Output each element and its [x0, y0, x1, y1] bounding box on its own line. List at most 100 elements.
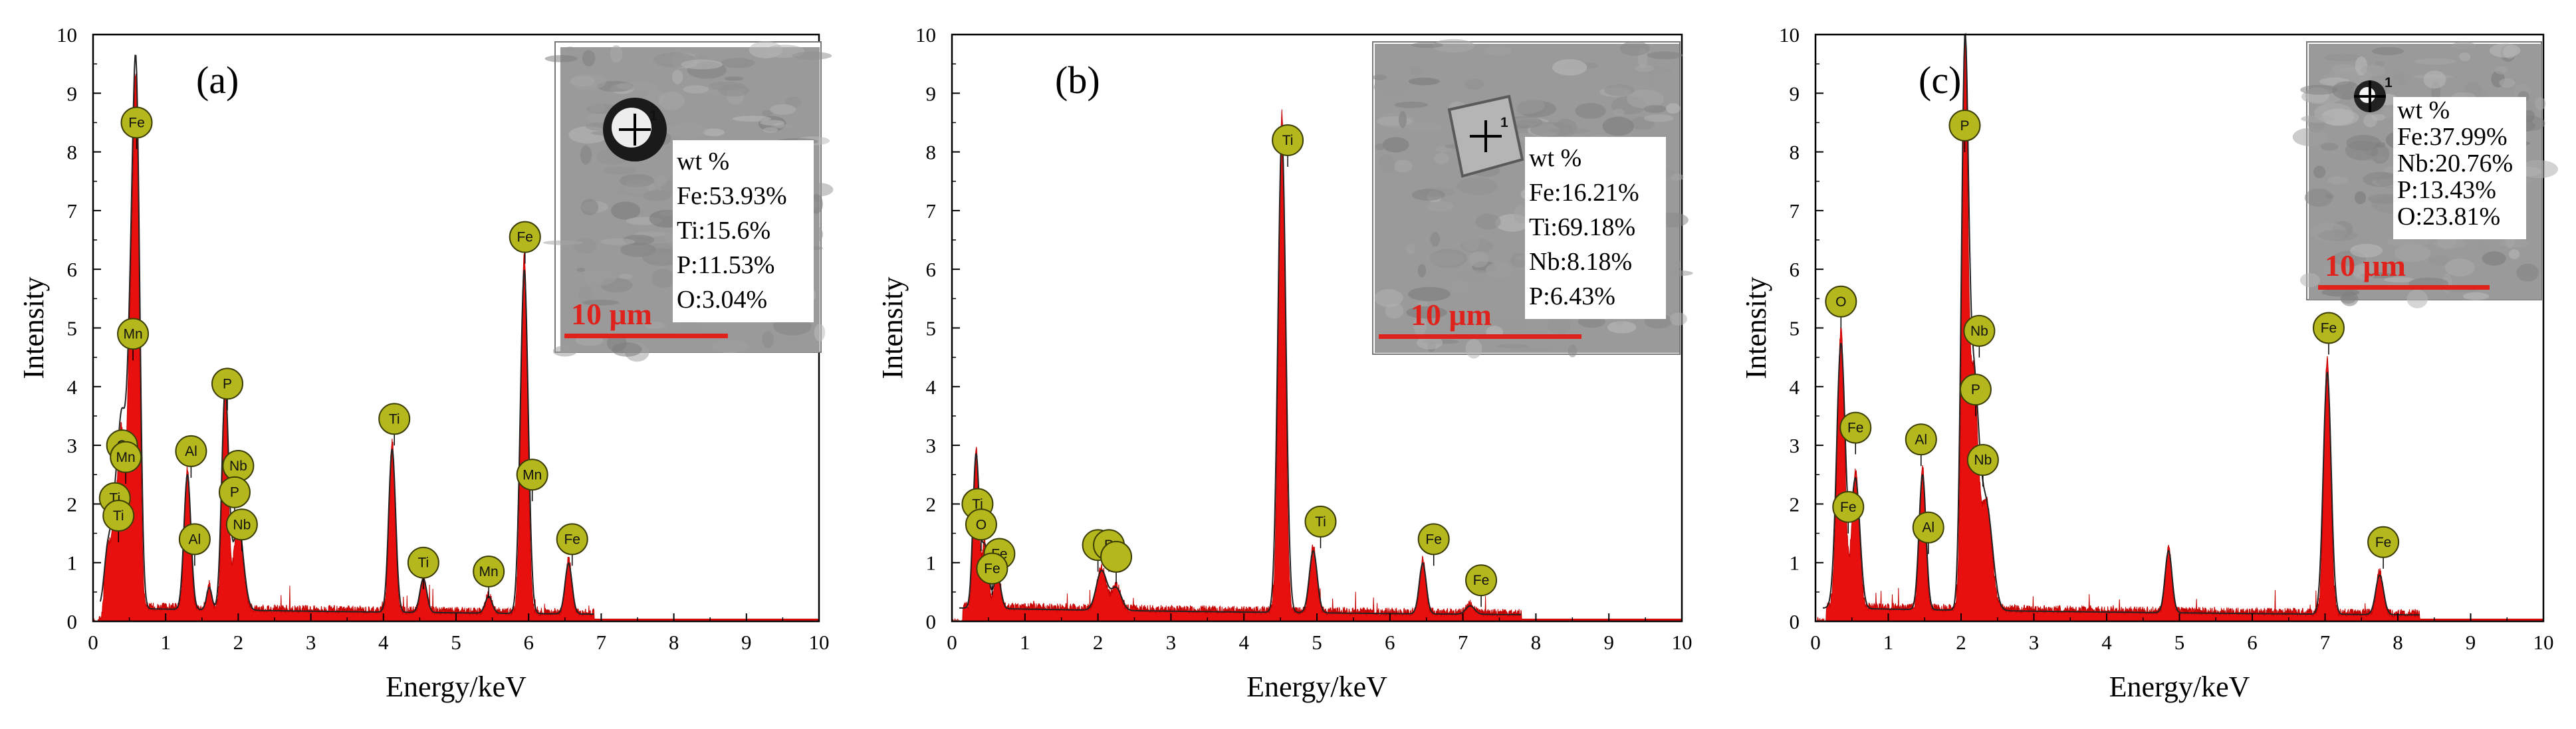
scale-bar-label: 10 μm	[2325, 249, 2406, 282]
sem-texture	[618, 273, 632, 279]
sem-texture	[724, 76, 744, 81]
badge-label: Fe	[1840, 500, 1857, 515]
sem-texture	[1373, 78, 1410, 96]
badge-circle	[175, 435, 207, 467]
x-tick-label: 0	[88, 631, 98, 654]
element-badge: Al	[1912, 511, 1944, 554]
sem-texture	[2321, 143, 2339, 151]
badge-label: O	[1835, 294, 1846, 310]
sem-texture	[2423, 70, 2446, 89]
sem-texture	[2482, 251, 2506, 266]
y-tick-label: 10	[1779, 23, 1800, 47]
x-tick-label: 8	[669, 631, 679, 654]
sem-texture	[700, 96, 729, 101]
sem-texture	[1483, 46, 1512, 56]
panel-tag: (c)	[1919, 58, 1961, 102]
x-axis-label: Energy/keV	[386, 671, 527, 703]
sem-texture	[542, 240, 583, 245]
badge-label: Ti	[113, 508, 124, 524]
x-tick-label: 9	[2466, 631, 2476, 654]
sem-texture	[576, 267, 586, 272]
sem-texture	[572, 274, 582, 287]
sem-texture	[2304, 188, 2333, 207]
composition-line: Fe:37.99%	[2397, 123, 2508, 151]
badge-label: Nb	[1970, 324, 1988, 339]
sem-texture	[670, 122, 706, 139]
sem-texture	[2395, 244, 2431, 262]
sem-texture	[2319, 264, 2360, 279]
sem-texture	[2489, 43, 2521, 58]
badge-label: Mn	[523, 467, 542, 482]
sem-texture	[1619, 41, 1650, 56]
x-tick-label: 1	[1883, 631, 1894, 654]
sem-texture	[2406, 289, 2428, 308]
element-badge: Fe	[1417, 523, 1450, 566]
sem-texture	[1511, 347, 1553, 352]
element-badge: Al	[175, 435, 207, 478]
sem-texture	[2459, 52, 2471, 62]
element-badge: Fe	[2312, 312, 2345, 355]
composition-box	[2393, 97, 2526, 239]
composition-line: P:6.43%	[1529, 282, 1615, 310]
sem-texture	[1405, 122, 1444, 132]
sem-texture	[762, 127, 778, 133]
badge-circle	[1304, 505, 1337, 538]
badge-circle	[1963, 314, 1996, 347]
sem-texture	[2516, 263, 2539, 282]
sem-texture	[617, 184, 649, 197]
composition-line: Ti:15.6%	[677, 217, 770, 245]
badge-label: Ti	[1282, 133, 1294, 148]
badge-circle	[2367, 526, 2400, 558]
composition-line: P:11.53%	[677, 251, 774, 279]
badge-label: Al	[189, 532, 201, 547]
y-tick-label: 10	[57, 23, 77, 47]
sem-texture	[2428, 255, 2452, 266]
element-badge: O	[965, 508, 997, 552]
badge-label: Fe	[1847, 421, 1864, 436]
sem-texture	[2361, 64, 2387, 77]
element-badge: Ti	[1304, 505, 1337, 548]
scale-bar	[564, 334, 728, 338]
y-axis-label: Intensity	[876, 277, 909, 379]
element-badge: Fe	[1832, 490, 1865, 534]
sem-texture	[600, 238, 636, 245]
sem-texture	[651, 268, 675, 288]
badge-label: Fe	[2321, 321, 2337, 336]
sem-texture	[1475, 213, 1501, 230]
y-tick-label: 1	[926, 552, 937, 575]
badge-label: Al	[185, 444, 197, 459]
x-tick-label: 7	[1458, 631, 1468, 654]
sem-texture	[1503, 96, 1545, 114]
sem-texture	[2383, 277, 2415, 282]
badge-label: P	[1971, 382, 1980, 397]
badge-circle	[218, 476, 251, 508]
fit-trace	[1822, 33, 2420, 616]
x-tick-label: 3	[1166, 631, 1177, 654]
scale-bar-label: 10 μm	[571, 297, 652, 331]
composition-box	[1525, 137, 1666, 319]
sem-texture	[1379, 154, 1396, 173]
sem-texture	[1429, 252, 1464, 266]
element-badge: Fe	[120, 106, 153, 150]
y-tick-label: 5	[926, 317, 937, 340]
x-tick-label: 6	[523, 631, 534, 654]
sem-texture	[1430, 232, 1441, 247]
element-badge: Ti	[102, 500, 135, 543]
sem-texture	[1376, 116, 1413, 126]
sem-texture	[2325, 193, 2334, 199]
sem-texture	[2494, 66, 2508, 74]
element-badge: Ti	[1272, 124, 1304, 167]
sem-texture	[2535, 97, 2546, 110]
sem-texture	[578, 285, 593, 305]
sem-texture	[2371, 47, 2404, 56]
badge-circle	[1100, 540, 1133, 573]
x-tick-label: 4	[1238, 631, 1249, 654]
x-tick-label: 3	[2029, 631, 2040, 654]
badge-label: Mn	[479, 564, 499, 579]
sem-texture	[770, 104, 796, 115]
sem-texture	[1408, 77, 1440, 86]
element-badge: Fe	[509, 221, 541, 264]
panel-tag: (a)	[196, 58, 239, 102]
sem-texture	[582, 300, 620, 306]
y-tick-label: 5	[1790, 317, 1800, 340]
